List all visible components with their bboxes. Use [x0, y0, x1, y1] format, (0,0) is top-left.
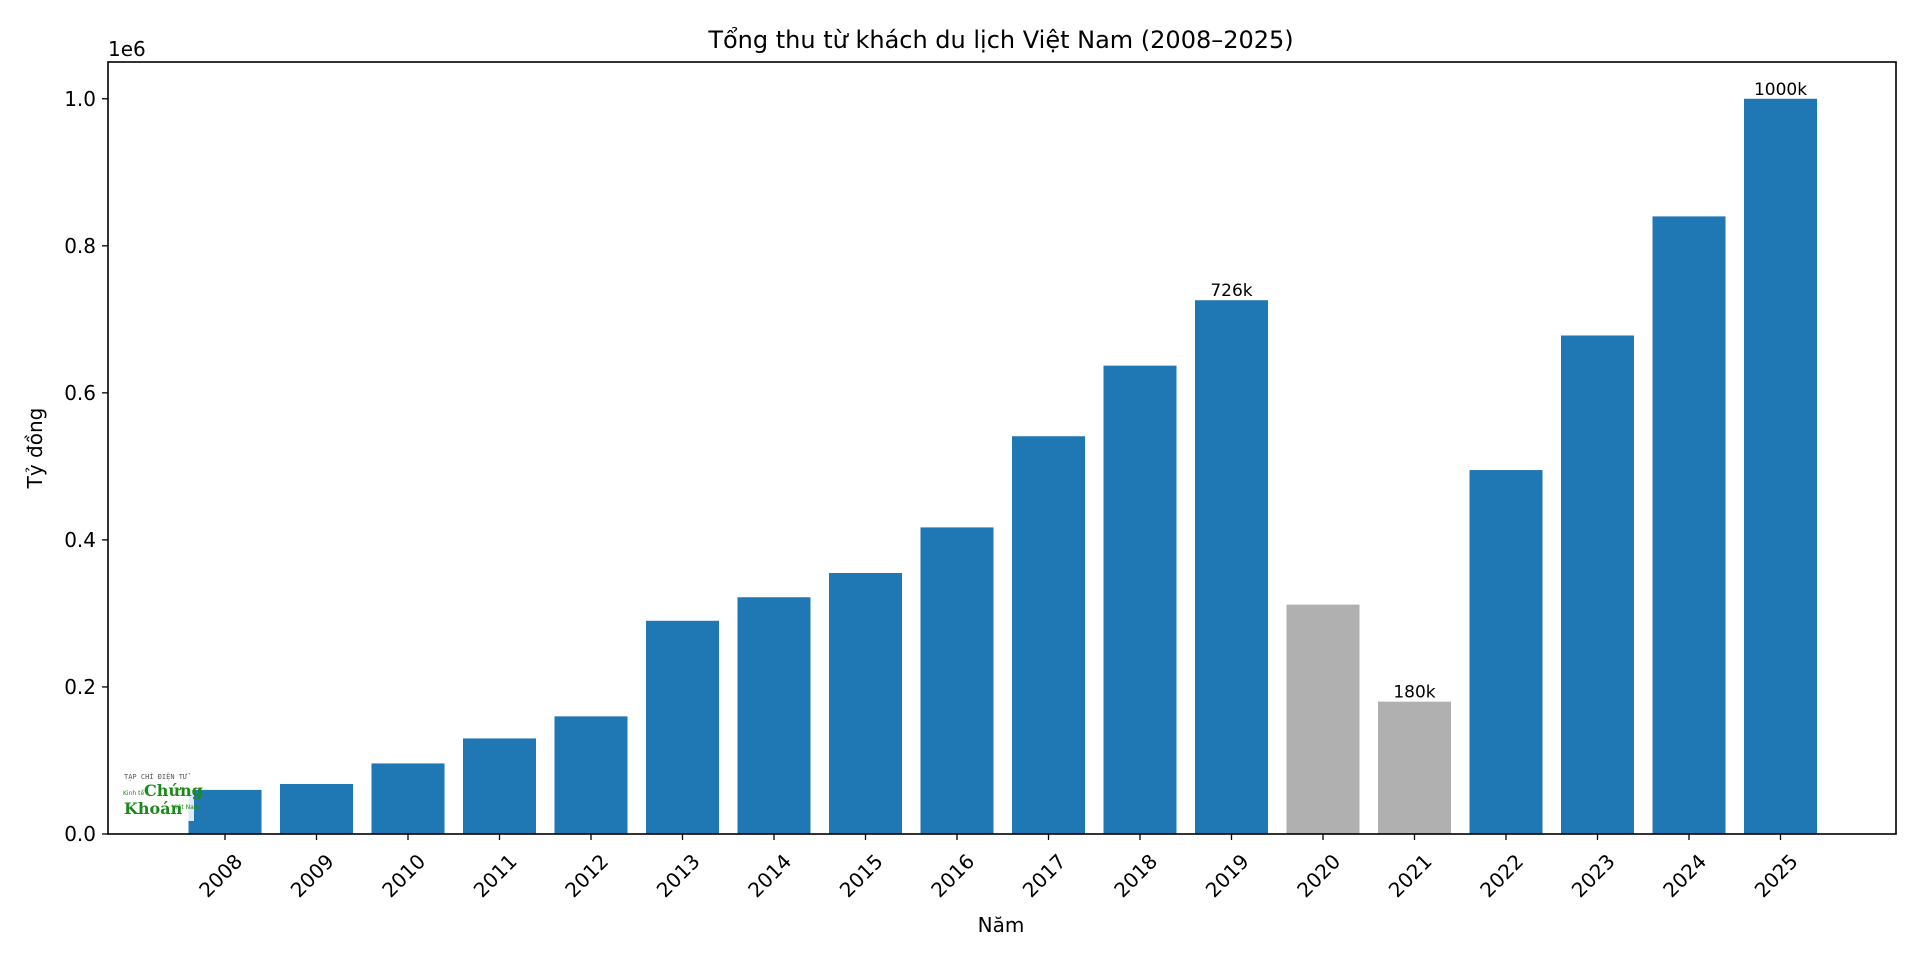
y-axis-label: Tỷ đồng [23, 408, 47, 490]
bar-2014 [737, 597, 811, 834]
y-tick-label-0: 0.0 [64, 822, 96, 846]
y-tick-label-3: 0.6 [64, 381, 96, 405]
bars-group [188, 98, 1817, 834]
x-axis-label: Năm [978, 913, 1025, 937]
svg-text:Khoán: Khoán [124, 799, 183, 818]
bar-2016 [920, 527, 994, 834]
data-label-2019: 726k [1210, 281, 1252, 301]
bar-2013 [646, 620, 719, 834]
bar-2008 [188, 789, 262, 834]
data-labels-group: 726k 180k 1000k [1210, 80, 1807, 703]
ticks-group: 2008 2009 2010 2011 2012 2013 2014 2015 2016 2017… [64, 87, 1802, 902]
bar-2009 [280, 784, 353, 834]
bar-2020 [1286, 604, 1360, 834]
bar-2022 [1469, 470, 1543, 834]
svg-text:Việt Nam: Việt Nam [172, 804, 200, 811]
y-tick-label-5: 1.0 [64, 87, 96, 111]
chart-title: Tổng thu từ khách du lịch Việt Nam (2008… [707, 26, 1293, 54]
bar-2018 [1103, 365, 1177, 834]
y-tick-label-4: 0.8 [64, 234, 96, 258]
bar-2015 [829, 572, 902, 834]
bar-2010 [371, 763, 445, 834]
bar-2019 [1195, 300, 1268, 834]
y-tick-label-1: 0.2 [64, 675, 96, 699]
bar-2021 [1378, 701, 1451, 834]
data-label-2021: 180k [1393, 683, 1435, 703]
publisher-logo: TẠP CHÍ ĐIỆN TỬ Kinh tế Chứng Khoán Việt… [122, 771, 203, 821]
bar-2024 [1652, 216, 1726, 834]
plot-frame [107, 61, 1897, 835]
bar-2023 [1561, 335, 1634, 834]
data-label-2025: 1000k [1754, 80, 1807, 100]
bar-2025 [1744, 98, 1817, 834]
y-tick-label-2: 0.4 [64, 528, 96, 552]
svg-text:Kinh tế: Kinh tế [123, 790, 144, 797]
y-axis-offset-label: 1e6 [108, 37, 146, 61]
bar-2011 [463, 738, 536, 834]
svg-text:Chứng: Chứng [144, 781, 203, 800]
bar-2017 [1012, 436, 1085, 834]
svg-text:TẠP CHÍ ĐIỆN TỬ: TẠP CHÍ ĐIỆN TỬ [124, 772, 190, 781]
bar-2012 [554, 716, 628, 834]
